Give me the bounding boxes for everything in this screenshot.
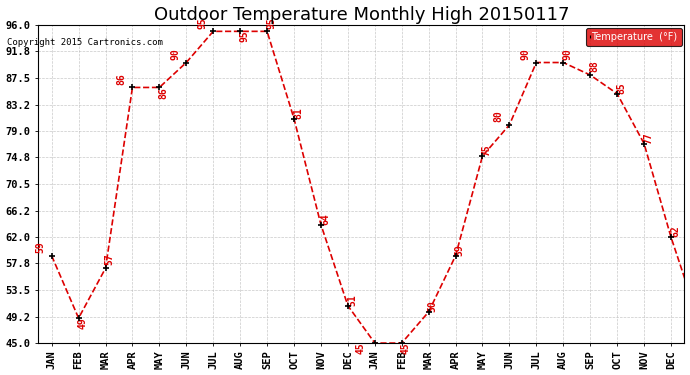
Text: Copyright 2015 Cartronics.com: Copyright 2015 Cartronics.com <box>7 38 163 47</box>
Text: 77: 77 <box>643 132 653 144</box>
Text: 75: 75 <box>482 144 492 156</box>
Text: 95: 95 <box>239 31 249 42</box>
Text: 90: 90 <box>562 48 573 60</box>
Text: 86: 86 <box>117 73 126 85</box>
Text: 59: 59 <box>455 244 465 256</box>
Text: 64: 64 <box>320 213 330 225</box>
Text: 81: 81 <box>293 107 303 118</box>
Text: 49: 49 <box>0 374 1 375</box>
Text: 90: 90 <box>170 48 180 60</box>
Text: 50: 50 <box>428 300 437 312</box>
Title: Outdoor Temperature Monthly High 20150117: Outdoor Temperature Monthly High 2015011… <box>154 6 569 24</box>
Text: 45: 45 <box>356 342 366 354</box>
Text: 86: 86 <box>159 87 168 99</box>
Text: 95: 95 <box>197 17 207 28</box>
Legend: Temperature  (°F): Temperature (°F) <box>586 28 682 46</box>
Text: 80: 80 <box>493 110 503 122</box>
Text: 62: 62 <box>670 225 680 237</box>
Text: 59: 59 <box>36 241 46 253</box>
Text: 51: 51 <box>347 294 357 306</box>
Text: 57: 57 <box>105 254 115 266</box>
Text: 45: 45 <box>401 342 411 354</box>
Text: 85: 85 <box>616 82 627 94</box>
Text: 90: 90 <box>520 48 530 60</box>
Text: 88: 88 <box>589 60 600 72</box>
Text: 95: 95 <box>266 17 276 28</box>
Text: 49: 49 <box>78 318 88 329</box>
